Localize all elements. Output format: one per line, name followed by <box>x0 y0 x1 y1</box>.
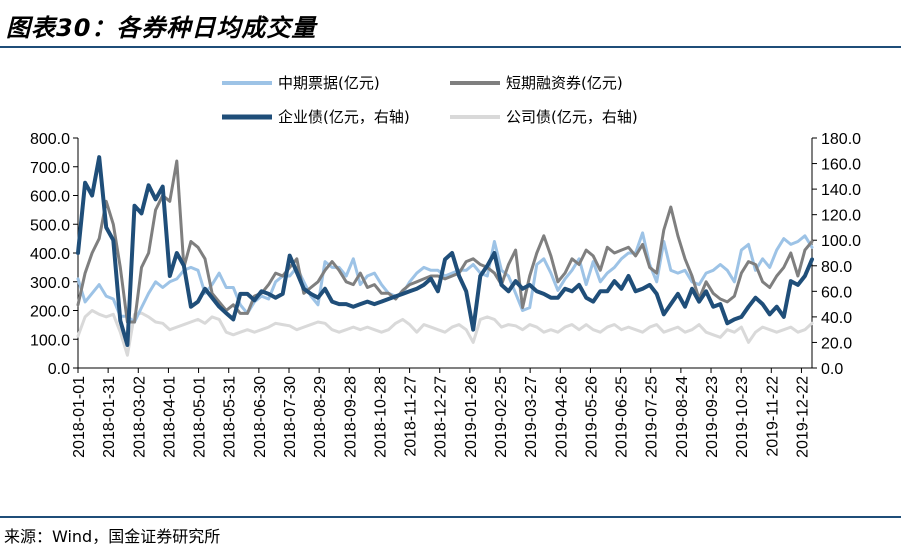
right-tick-label: 120.0 <box>821 208 861 225</box>
series-line-3 <box>76 309 814 357</box>
right-tick-label: 40.0 <box>821 310 852 327</box>
right-tick-label: 80.0 <box>821 259 852 276</box>
line-chart: 中期票据(亿元) 短期融资券(亿元) 企业债(亿元，右轴) 公司债(亿元，右轴) 0.… <box>30 74 861 458</box>
right-tick-label: 140.0 <box>821 182 861 199</box>
left-tick-label: 100.0 <box>30 332 70 349</box>
series-line-2 <box>76 155 814 347</box>
right-tick-label: 20.0 <box>821 335 852 352</box>
right-tick-label: 160.0 <box>821 157 861 174</box>
x-tick-label: 2019-09-23 <box>704 376 721 458</box>
x-tick-label: 2018-05-01 <box>192 376 209 458</box>
left-tick-label: 700.0 <box>30 160 70 177</box>
top-divider <box>0 46 901 48</box>
chart-legend: 中期票据(亿元) 短期融资券(亿元) 企业债(亿元，右轴) 公司债(亿元，右轴) <box>222 74 638 126</box>
x-tick-label: 2019-04-26 <box>553 376 570 458</box>
series-line-1 <box>76 159 814 324</box>
x-tick-label: 2019-02-25 <box>493 376 510 458</box>
x-tick-label: 2018-04-01 <box>161 376 178 458</box>
left-tick-label: 200.0 <box>30 304 70 321</box>
x-tick-label: 2018-05-31 <box>222 376 239 458</box>
x-tick-label: 2018-08-29 <box>312 376 329 458</box>
x-tick-label: 2018-03-02 <box>131 376 148 458</box>
right-tick-label: 60.0 <box>821 284 852 301</box>
x-tick-label: 2019-03-27 <box>523 376 540 458</box>
source-note: 来源：Wind，国金证券研究所 <box>4 527 221 546</box>
left-tick-label: 500.0 <box>30 217 70 234</box>
x-tick-label: 2019-12-22 <box>794 376 811 458</box>
legend-label-0: 中期票据(亿元) <box>278 74 380 92</box>
x-tick-label: 2019-01-26 <box>463 376 480 458</box>
x-tick-label: 2018-12-27 <box>433 376 450 458</box>
left-tick-label: 0.0 <box>48 361 70 378</box>
bottom-divider <box>0 516 901 518</box>
x-tick-label: 2019-07-25 <box>644 376 661 458</box>
right-tick-label: 180.0 <box>821 131 861 148</box>
right-tick-label: 0.0 <box>821 361 843 378</box>
legend-label-2: 企业债(亿元，右轴) <box>278 108 410 126</box>
left-tick-label: 300.0 <box>30 275 70 292</box>
left-tick-label: 600.0 <box>30 189 70 206</box>
x-tick-label: 2019-08-24 <box>674 376 691 458</box>
legend-label-3: 公司债(亿元，右轴) <box>506 108 638 126</box>
x-tick-label: 2018-01-31 <box>101 376 118 458</box>
series-line-0 <box>76 231 814 324</box>
x-tick-label: 2019-05-26 <box>583 376 600 458</box>
chart-series <box>76 155 814 357</box>
legend-label-1: 短期融资券(亿元) <box>506 74 623 92</box>
x-tick-label: 2019-11-22 <box>764 376 781 457</box>
x-tick-label: 2018-07-30 <box>282 376 299 458</box>
x-tick-label: 2018-11-27 <box>403 376 420 457</box>
page-title: 图表30：各券种日均成交量 <box>6 14 317 42</box>
x-tick-label: 2018-10-28 <box>372 376 389 458</box>
chart-axes: 0.0 100.0 200.0 300.0 400.0 500.0 600.0 700.0 80… <box>30 131 861 458</box>
x-tick-label: 2018-06-30 <box>252 376 269 458</box>
x-tick-label: 2018-01-01 <box>71 376 88 458</box>
x-tick-label: 2019-10-23 <box>734 376 751 458</box>
left-tick-label: 800.0 <box>30 131 70 148</box>
x-tick-label: 2019-06-25 <box>614 376 631 458</box>
x-tick-label: 2018-09-28 <box>342 376 359 458</box>
left-tick-label: 400.0 <box>30 246 70 263</box>
title-bar: 图表30：各券种日均成交量 <box>0 0 901 50</box>
right-tick-label: 100.0 <box>821 233 861 250</box>
